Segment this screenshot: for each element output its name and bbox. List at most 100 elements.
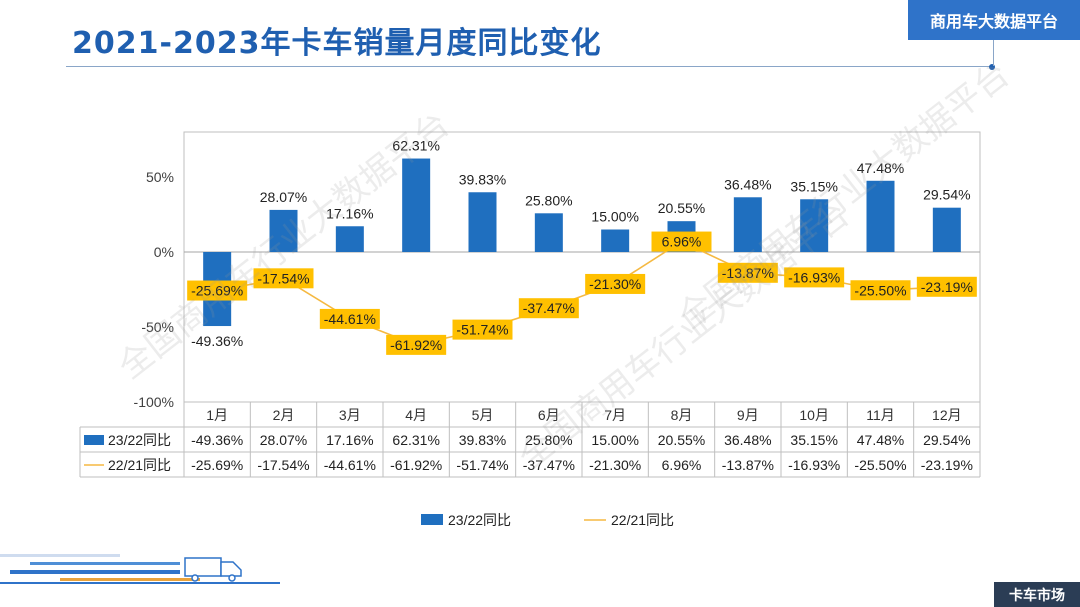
- bar-23-22-5: [468, 192, 497, 252]
- x-tick-label: 4月: [405, 407, 427, 423]
- line-label-bg: [784, 267, 845, 288]
- line-data-label: -23.19%: [921, 279, 973, 295]
- x-tick-label: 8月: [671, 407, 693, 423]
- bar-23-22-4: [402, 158, 431, 252]
- line-label-bg: [253, 268, 314, 289]
- line-data-label: -51.74%: [456, 322, 508, 338]
- line-data-label: -16.93%: [788, 269, 840, 285]
- x-tick-label: 11月: [866, 407, 895, 423]
- x-tick-label: 10月: [799, 407, 829, 423]
- table-cell: 25.80%: [525, 432, 572, 448]
- x-tick-label: 3月: [339, 407, 361, 423]
- line-label-bg: [651, 231, 712, 252]
- line-label-bg: [518, 298, 579, 319]
- table-cell: -37.47%: [523, 457, 575, 473]
- table-cell: -44.61%: [324, 457, 376, 473]
- table-cell: 62.31%: [392, 432, 439, 448]
- bar-data-label: 62.31%: [392, 138, 439, 154]
- table-cell: 6.96%: [662, 457, 702, 473]
- table-row-header: 22/21同比: [108, 457, 171, 473]
- bar-data-label: 35.15%: [790, 178, 837, 194]
- table-cell: -49.36%: [191, 432, 243, 448]
- table-cell: -25.50%: [854, 457, 906, 473]
- line-label-bg: [916, 276, 977, 297]
- table-cell: -21.30%: [589, 457, 641, 473]
- table-cell: 29.54%: [923, 432, 970, 448]
- table-cell: 17.16%: [326, 432, 373, 448]
- bar-data-label: 25.80%: [525, 192, 572, 208]
- line-data-label: -25.50%: [854, 282, 906, 298]
- table-cell: -61.92%: [390, 457, 442, 473]
- bar-data-label: 36.48%: [724, 176, 771, 192]
- bar-23-22-2: [269, 209, 298, 252]
- table-cell: 28.07%: [260, 432, 307, 448]
- x-tick-label: 6月: [538, 407, 560, 423]
- bar-data-label: 47.48%: [857, 160, 904, 176]
- line-label-bg: [850, 280, 911, 301]
- legend-swatch-bar: [421, 514, 443, 525]
- y-tick-label: 50%: [146, 169, 174, 185]
- bar-data-label: 17.16%: [326, 205, 373, 221]
- line-22-21: [217, 240, 947, 346]
- line-data-label: 6.96%: [662, 234, 702, 250]
- table-cell: 15.00%: [591, 432, 638, 448]
- table-cell: 47.48%: [857, 432, 904, 448]
- title-underline-dot: [989, 64, 995, 70]
- y-tick-label: -100%: [134, 394, 174, 410]
- bar-23-22-7: [601, 229, 630, 252]
- x-tick-label: 1月: [206, 407, 228, 423]
- bar-23-22-11: [866, 180, 895, 252]
- line-data-label: -21.30%: [589, 276, 641, 292]
- line-data-label: -25.69%: [191, 283, 243, 299]
- line-data-label: -44.61%: [324, 311, 376, 327]
- line-data-label: -17.54%: [257, 270, 309, 286]
- bar-data-label: 29.54%: [923, 187, 970, 203]
- bar-23-22-9: [733, 197, 762, 252]
- y-tick-label: 0%: [154, 244, 174, 260]
- brand-badge: 商用车大数据平台: [908, 0, 1080, 40]
- bar-23-22-12: [932, 207, 961, 252]
- line-label-bg: [319, 308, 380, 329]
- table-cell: -23.19%: [921, 457, 973, 473]
- table-cell: -16.93%: [788, 457, 840, 473]
- x-tick-label: 12月: [932, 407, 962, 423]
- x-tick-label: 2月: [273, 407, 295, 423]
- bar-data-label: 15.00%: [591, 209, 638, 225]
- table-cell: 20.55%: [658, 432, 705, 448]
- table-cell: 36.48%: [724, 432, 771, 448]
- truck-decoration: [0, 554, 280, 584]
- truck-icon: [184, 557, 242, 582]
- x-tick-label: 5月: [472, 407, 494, 423]
- table-bar-swatch: [84, 435, 104, 445]
- brand-connector-line: [993, 40, 994, 66]
- table-cell: 35.15%: [790, 432, 837, 448]
- bar-data-label: -49.36%: [191, 333, 243, 349]
- footer-badge: 卡车市场: [994, 582, 1080, 607]
- bar-data-label: 20.55%: [658, 200, 705, 216]
- line-label-bg: [717, 262, 778, 283]
- legend-label: 22/21同比: [611, 512, 674, 528]
- table-cell: 39.83%: [459, 432, 506, 448]
- table-row-header: 23/22同比: [108, 432, 171, 448]
- line-data-label: -61.92%: [390, 337, 442, 353]
- x-tick-label: 9月: [737, 407, 759, 423]
- line-data-label: -13.87%: [722, 265, 774, 281]
- table-cell: -17.54%: [257, 457, 309, 473]
- bar-23-22-6: [534, 213, 563, 252]
- line-data-label: -37.47%: [523, 300, 575, 316]
- page-title: 2021-2023年卡车销量月度同比变化: [72, 26, 602, 61]
- bar-data-label: 39.83%: [459, 171, 506, 187]
- bar-data-label: 28.07%: [260, 189, 307, 205]
- speed-lines: [0, 554, 280, 584]
- table-cell: -51.74%: [456, 457, 508, 473]
- line-label-bg: [452, 319, 513, 340]
- legend-label: 23/22同比: [448, 512, 511, 528]
- table-cell: -25.69%: [191, 457, 243, 473]
- bar-23-22-3: [335, 226, 364, 252]
- line-label-bg: [386, 334, 447, 355]
- bar-23-22-10: [800, 199, 829, 252]
- table-cell: -13.87%: [722, 457, 774, 473]
- y-tick-label: -50%: [141, 319, 174, 335]
- x-tick-label: 7月: [604, 407, 626, 423]
